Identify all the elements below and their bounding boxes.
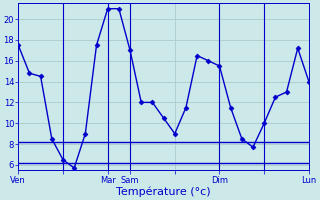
X-axis label: Température (°c): Température (°c) — [116, 186, 211, 197]
